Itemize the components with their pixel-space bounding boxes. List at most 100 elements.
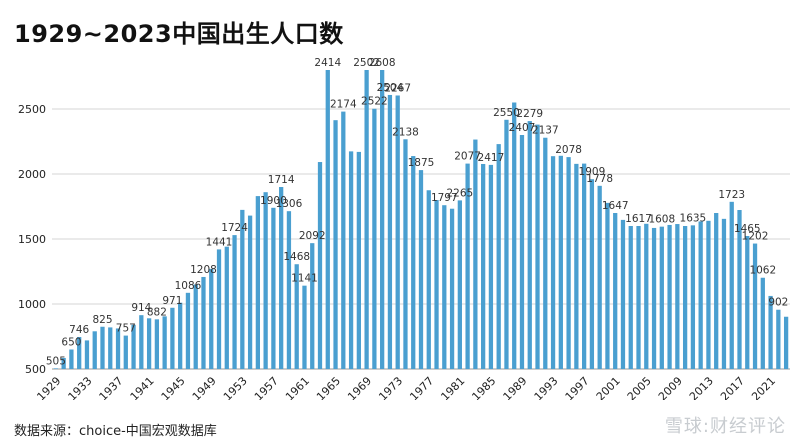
x-tick-label: 1985 — [469, 374, 498, 400]
bar-2018 — [745, 236, 750, 369]
bar-1985 — [488, 164, 494, 369]
bar-1987 — [504, 119, 509, 369]
bar-1992 — [543, 137, 548, 369]
bar-2011 — [690, 225, 696, 369]
bar-1930 — [61, 357, 66, 369]
x-tick-label: 1993 — [532, 374, 561, 400]
value-label-1964: 2414 — [314, 57, 341, 69]
value-label-1938: 757 — [116, 323, 136, 335]
bar-2002 — [620, 219, 626, 369]
value-label-1959: 1306 — [276, 198, 303, 210]
x-tick-label: 1937 — [97, 374, 126, 400]
bar-1949 — [209, 268, 214, 369]
bar-2016 — [729, 201, 734, 369]
bar-1972 — [387, 94, 393, 370]
value-label-1989: 2407 — [509, 122, 536, 134]
bar-2021 — [768, 295, 773, 369]
x-tick-label: 1973 — [376, 374, 405, 400]
bar-2015 — [721, 218, 727, 369]
bars — [53, 70, 789, 370]
value-label-1999: 1778 — [586, 173, 613, 185]
y-tick-label: 2500 — [18, 103, 46, 116]
chart-title: 1929~2023中国出生人口数 — [14, 20, 344, 48]
value-label-1950: 1441 — [206, 236, 233, 248]
bar-1993 — [550, 156, 556, 369]
bar-1991 — [535, 124, 540, 369]
value-label-1998: 1909 — [579, 166, 606, 178]
bar-1951 — [224, 246, 229, 369]
value-label-1961: 1141 — [291, 273, 318, 285]
bar-2006 — [651, 227, 657, 369]
bar-1960 — [294, 264, 299, 369]
bar-1950 — [216, 249, 222, 369]
bar-1932 — [77, 337, 82, 369]
value-label-2018: 1465 — [734, 223, 761, 235]
value-label-2007: 1608 — [648, 214, 675, 226]
value-label-1995: 2078 — [555, 144, 582, 156]
bar-2023 — [783, 316, 789, 369]
x-tick-label: 1981 — [438, 374, 467, 400]
bar-1980 — [449, 208, 455, 369]
bar-2017 — [737, 210, 742, 369]
watermark: 雪球:财经评论 — [664, 416, 786, 437]
value-label-2004: 1617 — [625, 213, 652, 225]
value-label-1972: 2504 — [377, 82, 404, 94]
bar-1963 — [317, 162, 323, 369]
bar-1964 — [325, 70, 330, 369]
value-label-1979: 1797 — [431, 192, 458, 204]
bar-1938 — [123, 335, 128, 369]
bar-1957 — [271, 207, 276, 369]
bar-2020 — [760, 277, 765, 369]
bar-1955 — [255, 196, 260, 369]
bar-1989 — [519, 135, 525, 369]
bar-2010 — [682, 226, 688, 369]
bar-2014 — [714, 213, 719, 369]
value-label-2022: 902 — [768, 297, 788, 309]
value-label-1948: 1208 — [190, 264, 217, 276]
bar-1971 — [380, 70, 385, 369]
bar-1947 — [193, 284, 198, 369]
bar-2001 — [613, 213, 618, 369]
value-label-2019: 1202 — [742, 231, 769, 243]
bar-1969 — [364, 70, 369, 369]
x-tick-label: 1941 — [128, 374, 157, 400]
bar-1944 — [170, 307, 175, 369]
bar-1981 — [457, 200, 462, 369]
x-tick-label: 2021 — [749, 374, 778, 400]
value-label-2011: 1635 — [680, 212, 707, 224]
bar-1961 — [302, 285, 307, 369]
value-label-1990: 2279 — [516, 108, 543, 120]
bar-1974 — [403, 139, 408, 369]
value-label-1966: 2174 — [330, 99, 357, 111]
bar-1942 — [154, 319, 160, 369]
bar-2009 — [675, 224, 680, 369]
bar-1935 — [100, 326, 105, 369]
value-label-1958: 1714 — [268, 174, 295, 186]
bar-1978 — [434, 200, 439, 369]
bar-1931 — [69, 349, 74, 369]
source-note: 数据来源：choice-中国宏观数据库 — [14, 424, 217, 439]
value-label-1973: 2267 — [384, 82, 411, 94]
x-tick-label: 1969 — [345, 374, 374, 400]
bar-1966 — [341, 111, 346, 369]
bar-1995 — [566, 157, 571, 369]
x-tick-label: 1933 — [66, 374, 95, 400]
bar-1962 — [310, 243, 315, 369]
bar-1968 — [356, 151, 361, 369]
bar-2022 — [776, 309, 781, 369]
bar-1996 — [574, 163, 579, 369]
value-label-1985: 2417 — [478, 152, 505, 164]
bar-1939 — [131, 324, 136, 369]
x-tick-label: 1989 — [501, 374, 530, 400]
bar-2003 — [628, 226, 633, 369]
bar-1952 — [232, 235, 237, 369]
bar-1997 — [582, 163, 587, 369]
bar-1988 — [512, 102, 517, 369]
value-label-2001: 1647 — [602, 200, 629, 212]
x-tick-label: 1957 — [252, 374, 281, 400]
value-label-1952: 1724 — [221, 222, 248, 234]
y-tick-label: 500 — [25, 363, 46, 376]
bar-1940 — [139, 315, 144, 369]
value-label-1960: 1468 — [283, 251, 310, 263]
bar-1946 — [185, 292, 191, 369]
